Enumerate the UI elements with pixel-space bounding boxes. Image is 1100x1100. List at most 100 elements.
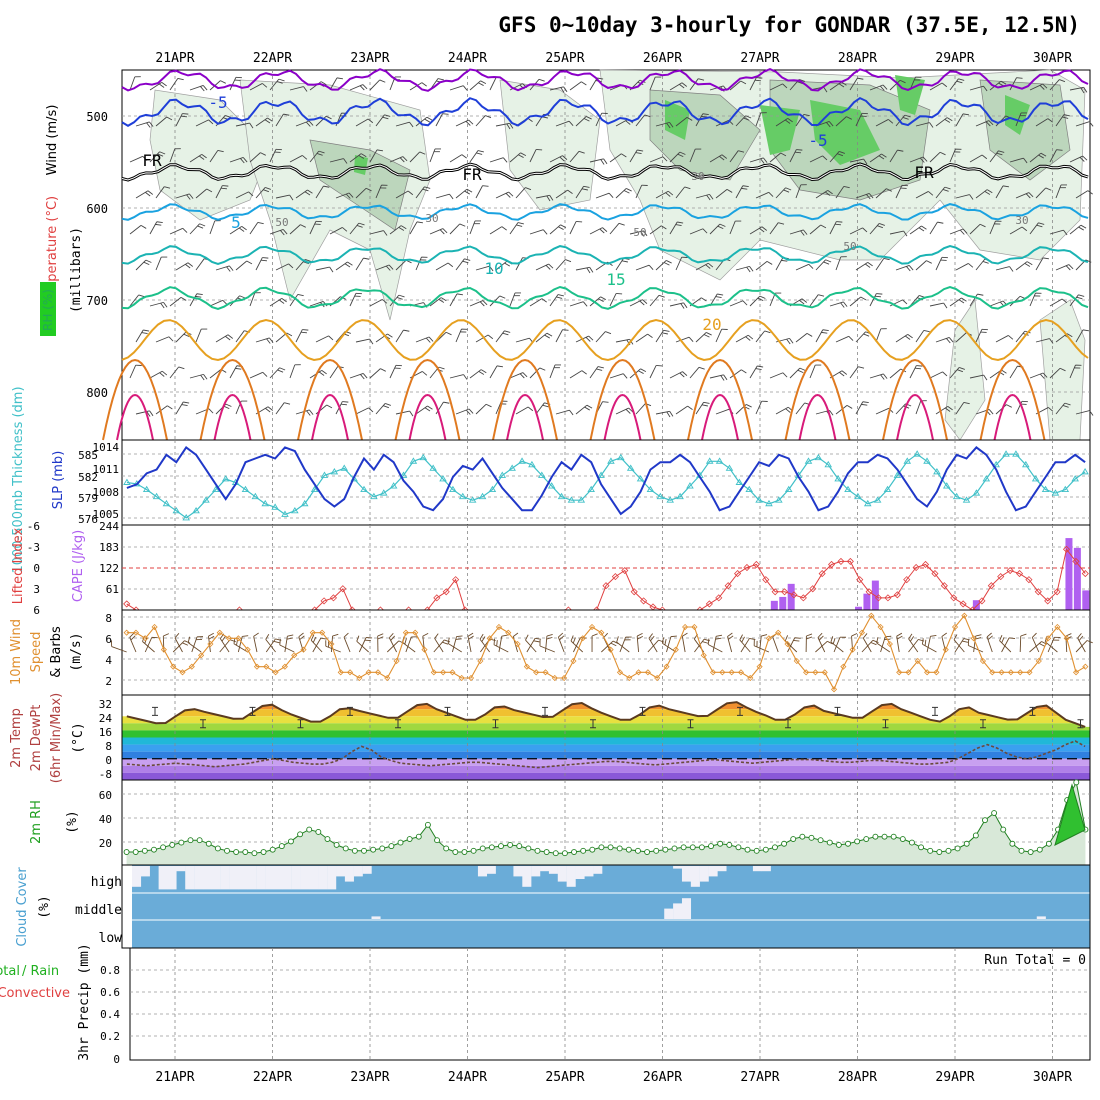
- wind-barb: [755, 330, 765, 343]
- wind-barb: [769, 83, 783, 91]
- wind-barb-flag: [638, 370, 644, 374]
- wind-barb-flag: [570, 635, 574, 642]
- wind-barb-flag: [522, 372, 528, 378]
- wind-barb: [375, 114, 385, 127]
- wind-barb: [575, 186, 585, 199]
- rh2m-point: [753, 847, 760, 854]
- wind-barb: [675, 117, 688, 127]
- wind-barb: [249, 222, 259, 235]
- wind-barb-flag: [428, 336, 434, 342]
- rh2m-point: [881, 833, 888, 840]
- wind-barb-flag: [581, 81, 587, 86]
- precip-tick-0.2: 0.2: [100, 1030, 120, 1043]
- wind-barb-flag: [208, 632, 214, 637]
- wind-barb-flag: [799, 367, 806, 371]
- li-point: [809, 585, 817, 593]
- cloud-high-bar: [752, 866, 762, 872]
- wind-barb-flag: [180, 296, 187, 301]
- wind-barb-flag: [525, 634, 529, 641]
- wind-barb-flag: [975, 634, 982, 637]
- wind-barb-flag: [1078, 294, 1085, 297]
- wind-barb-flag: [1009, 637, 1016, 640]
- wind-barb: [849, 227, 863, 235]
- cloud-high-bar: [708, 866, 718, 877]
- wind-barb-flag: [383, 230, 388, 236]
- thickness-point: [617, 453, 625, 461]
- rh2m-point: [452, 849, 459, 855]
- wind-barb-flag: [166, 116, 173, 121]
- rh2m-point: [625, 846, 632, 853]
- wind-barb: [289, 364, 296, 379]
- precip-panel-frame: [129, 947, 1091, 1061]
- wind-barb-flag: [679, 83, 685, 89]
- wind-barb-flag: [509, 123, 514, 129]
- wind-barb-flag: [759, 227, 765, 233]
- wind-barb: [315, 115, 327, 127]
- wind-barb: [855, 113, 863, 127]
- day-labels-top: 21APR 22APR 23APR 24APR 25APR 26APR 27APR 28APR…: [155, 51, 1072, 66]
- wind-barb-flag: [701, 297, 707, 302]
- wind-barb: [469, 150, 479, 163]
- wind-barb: [349, 373, 364, 379]
- ylabel-rh: RH (%): [41, 289, 55, 331]
- rh2m-point: [516, 843, 523, 850]
- wind-barb-flag: [286, 637, 293, 640]
- wind-barb-flag: [466, 188, 473, 193]
- rh2m-point: [406, 836, 413, 842]
- wind-barb-flag: [281, 298, 287, 303]
- wind-barb-flag: [266, 338, 271, 344]
- wind-barb: [209, 150, 219, 163]
- wind-barb-flag: [563, 86, 568, 93]
- thickness-point: [893, 471, 902, 478]
- wind-barb-flag: [385, 403, 391, 406]
- wind-barb: [769, 222, 779, 235]
- wind-barb: [529, 149, 537, 163]
- wind-barb: [155, 405, 168, 415]
- wind-barb: [889, 79, 901, 91]
- wind-barb-flag: [1031, 632, 1037, 638]
- minmax-marker: [932, 706, 938, 716]
- wind-barb-flag: [985, 121, 991, 127]
- wind-speed-point: [803, 669, 810, 676]
- day-label-bottom: 24APR: [448, 1070, 487, 1085]
- wind-barb-flag: [956, 80, 963, 84]
- wind-barb-flag: [600, 159, 605, 165]
- wind-speed-point: [821, 669, 828, 676]
- wind-barb: [415, 186, 425, 199]
- li-point: [921, 560, 930, 569]
- wind-barb: [895, 185, 903, 199]
- temp-band: [122, 716, 1090, 724]
- thickness-point: [607, 457, 615, 464]
- wind-barb: [1001, 637, 1010, 653]
- rh2m-point: [945, 847, 952, 854]
- wind-barb: [1015, 112, 1022, 127]
- wind10-panel-frame: [121, 609, 1091, 696]
- li-point: [846, 557, 854, 565]
- wind-barb-flag: [953, 634, 958, 640]
- wind-barb-flag: [823, 261, 830, 265]
- thickness-point: [409, 457, 418, 464]
- wind-barb-flag: [302, 329, 309, 331]
- wind-barb-flag: [377, 633, 384, 637]
- wind-barb-flag: [679, 372, 685, 378]
- wind-barb-flag: [512, 632, 519, 637]
- wind-speed-point: [402, 629, 409, 636]
- temp-band: [122, 772, 1090, 780]
- wind-barb-flag: [501, 634, 508, 637]
- thickness-point: [202, 496, 210, 503]
- wind-barb: [975, 120, 990, 127]
- wind-barb-flag: [584, 406, 590, 411]
- thickness-point: [666, 496, 674, 503]
- wind-barb: [1055, 333, 1068, 343]
- wind-barb: [1035, 187, 1047, 199]
- wind-barb-flag: [778, 222, 785, 225]
- wind-barb-flag: [442, 228, 448, 234]
- day-label-top: 30APR: [1033, 51, 1072, 66]
- wind-barb: [395, 121, 410, 127]
- minmax-marker: [590, 719, 596, 729]
- wind-speed-point: [477, 657, 484, 665]
- rh2m-point: [534, 847, 541, 854]
- wind-barb-flag: [257, 221, 264, 225]
- rh2m-point: [434, 837, 441, 844]
- cloud-high-bar: [238, 866, 248, 890]
